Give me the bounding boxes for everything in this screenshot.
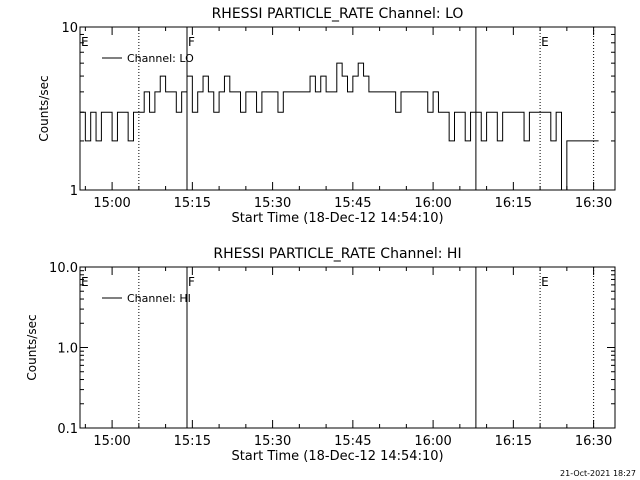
x-tick-label: 16:15 [495, 434, 532, 449]
flag-label: F [188, 275, 195, 289]
y-tick-label: 0.1 [57, 422, 78, 437]
x-tick-label: 16:15 [495, 196, 532, 211]
x-axis-label: Start Time (18-Dec-12 14:54:10) [231, 211, 443, 226]
y-axis-label: Counts/sec [25, 314, 39, 380]
y-tick-label: 10 [61, 21, 78, 36]
edge-flag-label: E [81, 35, 89, 49]
x-tick-label: 15:15 [174, 196, 211, 211]
flag-label: E [541, 275, 549, 289]
x-tick-label: 15:00 [93, 434, 130, 449]
x-tick-label: 15:00 [93, 196, 130, 211]
chart-panel-2: RHESSI PARTICLE_RATE Channel: HI Start Ti… [25, 246, 616, 464]
chart-title: RHESSI PARTICLE_RATE Channel: HI [213, 246, 461, 262]
legend-entry: Channel: LO [127, 52, 194, 65]
y-tick-label: 1 [70, 184, 78, 199]
x-tick-label: 15:45 [334, 434, 371, 449]
flag-label: E [541, 35, 549, 49]
legend-entry: Channel: HI [127, 292, 191, 305]
plot-frame [79, 26, 616, 191]
y-axis-label: Counts/sec [37, 75, 51, 141]
x-tick-label: 15:30 [254, 434, 291, 449]
flag-label: F [188, 35, 195, 49]
series-line [80, 62, 599, 191]
edge-flag-label: E [81, 275, 89, 289]
y-tick-label: 10.0 [49, 261, 78, 276]
footer-timestamp: 21-Oct-2021 18:27 [560, 469, 636, 478]
x-tick-label: 16:30 [575, 196, 612, 211]
x-tick-label: 16:00 [414, 196, 451, 211]
x-tick-label: 15:45 [334, 196, 371, 211]
x-tick-label: 15:30 [254, 196, 291, 211]
y-tick-label: 1.0 [57, 342, 78, 357]
chart-panel-1: RHESSI PARTICLE_RATE Channel: LO Start Ti… [37, 6, 616, 226]
x-axis-label: Start Time (18-Dec-12 14:54:10) [231, 449, 443, 464]
x-tick-label: 15:15 [174, 434, 211, 449]
chart-title: RHESSI PARTICLE_RATE Channel: LO [212, 6, 464, 22]
x-tick-label: 16:00 [414, 434, 451, 449]
x-tick-label: 16:30 [575, 434, 612, 449]
